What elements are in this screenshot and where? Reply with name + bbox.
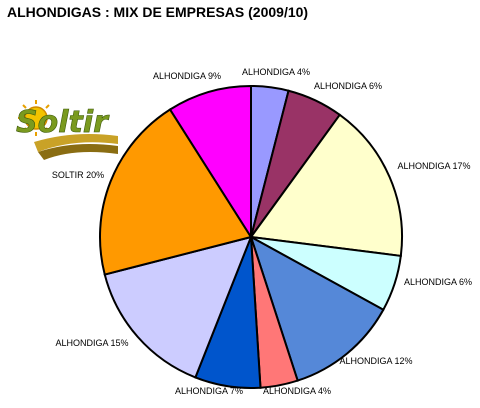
slice-label-5: ALHONDIGA 12% [339, 356, 412, 366]
slice-label-9: SOLTIR 20% [52, 170, 104, 180]
slice-label-8: ALHONDIGA 15% [55, 338, 128, 348]
pie-labels: ALHONDIGA 4% ALHONDIGA 6% ALHONDIGA 17% ALH… [52, 67, 472, 396]
pie-slice-9 [99, 108, 253, 276]
pie-slice-8 [103, 235, 253, 379]
pie-slices [99, 84, 403, 389]
slice-label-4: ALHONDIGA 6% [404, 277, 472, 287]
logo-wordmark: Soltir [16, 105, 110, 140]
slice-label-6: ALHONDIGA 4% [263, 386, 331, 396]
slice-label-1: ALHONDIGA 4% [242, 67, 310, 77]
slice-label-7: ALHONDIGA 7% [175, 386, 243, 396]
slice-label-3: ALHONDIGA 17% [397, 161, 470, 171]
pie-slice-10 [168, 84, 252, 241]
pie-slice-5 [249, 234, 385, 382]
chart-title: ALHONDIGAS : MIX DE EMPRESAS (2009/10) [7, 4, 309, 20]
soltir-logo: Soltir [14, 96, 122, 160]
slice-label-10: ALHONDIGA 9% [153, 71, 221, 81]
slice-label-2: ALHONDIGA 6% [314, 81, 382, 91]
pie-slice-3 [249, 113, 403, 258]
